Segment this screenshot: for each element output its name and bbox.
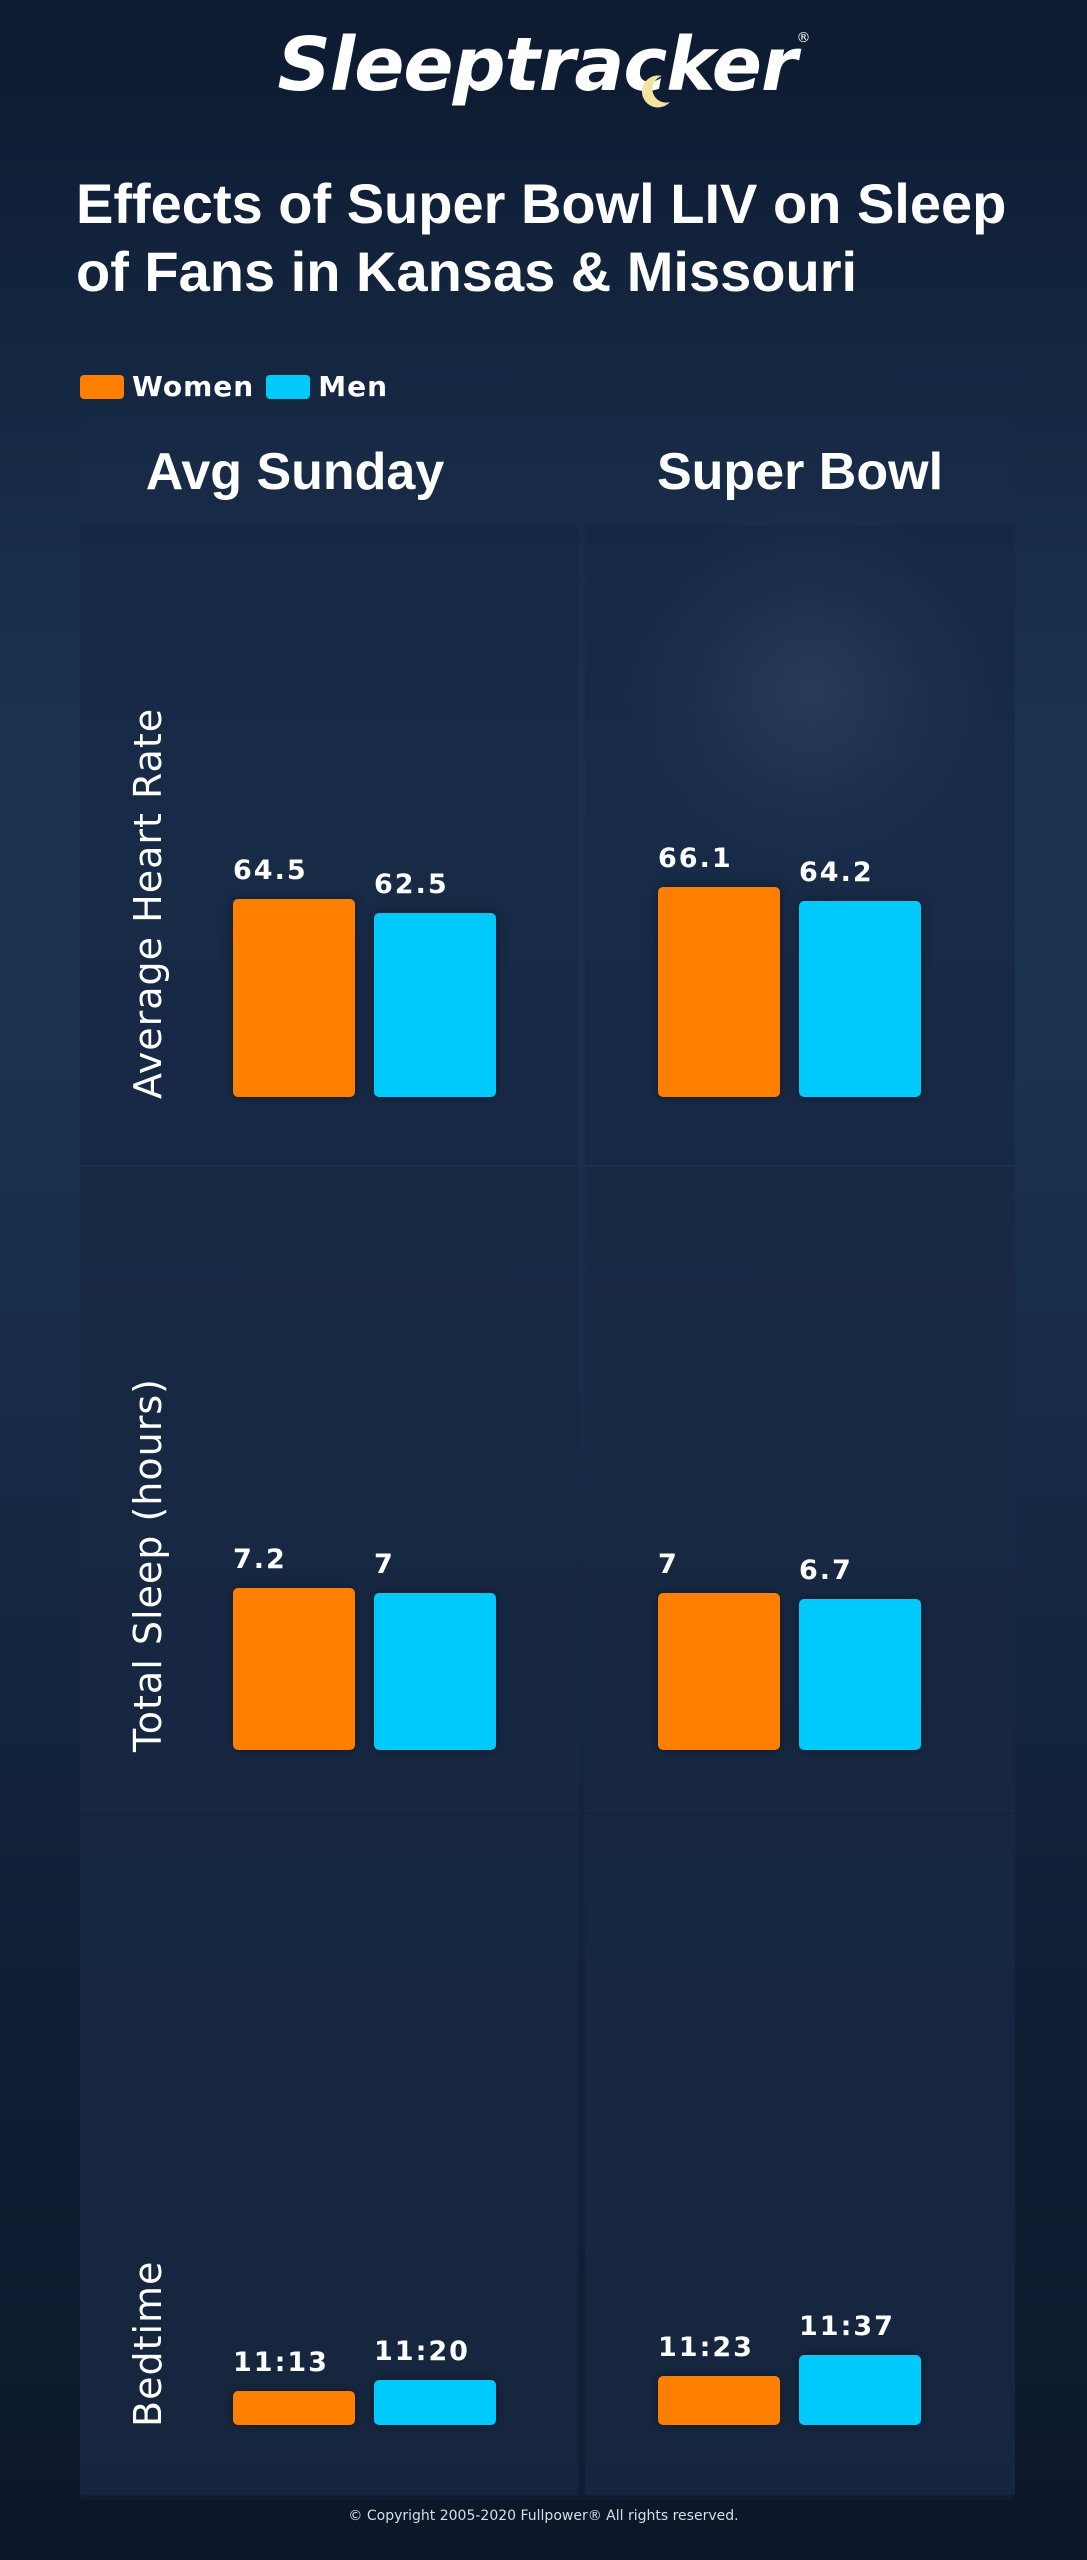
legend-swatch-men	[266, 374, 311, 399]
bar-men	[799, 901, 921, 1097]
bar-women	[233, 899, 355, 1097]
chart-panel: 64.5 62.5 66.1 64.2 Average Heart Rate 7.2 7 7 6…	[80, 418, 1015, 2500]
row-label: Average Heart Rate	[126, 707, 170, 1099]
bar-men	[374, 2380, 496, 2425]
data-label: 7.2	[233, 1544, 287, 1575]
data-label: 7	[374, 1548, 395, 1580]
data-label: 7	[658, 1548, 679, 1580]
copyright-text: © Copyright 2005-2020 Fullpower® All rig…	[348, 2508, 739, 2524]
bar-men	[374, 1592, 496, 1750]
legend-label-men: Men	[318, 370, 389, 403]
registered-mark: ®	[796, 30, 810, 46]
chart-title: Effects of Super Bowl LIV on Sleep of Fa…	[76, 172, 1007, 303]
column-header-super-bowl: Super Bowl	[656, 443, 944, 501]
data-label: 11:37	[799, 2310, 895, 2342]
legend-item-women: Women	[80, 370, 254, 403]
bar-women	[233, 2390, 355, 2425]
bar-men	[799, 1599, 921, 1750]
legend-swatch-women	[80, 374, 124, 399]
bar-women	[233, 1588, 355, 1750]
bar-men	[374, 913, 496, 1097]
data-label: 62.5	[374, 869, 449, 901]
data-label: 64.5	[233, 855, 308, 886]
data-label: 66.1	[658, 843, 733, 875]
moon-glow	[620, 500, 1000, 880]
bar-women	[658, 1592, 780, 1750]
row-label: Bedtime	[126, 2260, 170, 2427]
sleeptracker-logo: Sleeptracker®	[0, 22, 1087, 108]
legend-item-men: Men	[266, 370, 388, 403]
data-label: 64.2	[799, 857, 874, 889]
bar-women	[658, 2375, 780, 2425]
data-label: 6.7	[799, 1555, 853, 1587]
legend: Women Men	[80, 370, 400, 403]
logo-text: Sleeptracker	[277, 22, 798, 108]
column-header-avg-sunday: Avg Sunday	[145, 443, 445, 501]
data-label: 11:20	[374, 2336, 470, 2367]
bar-men	[799, 2354, 921, 2425]
row-label: Total Sleep (hours)	[126, 1378, 170, 1752]
bar-women	[658, 887, 780, 1097]
legend-label-women: Women	[132, 370, 255, 403]
data-label: 11:23	[658, 2331, 754, 2363]
crescent-moon-icon	[641, 75, 670, 108]
data-label: 11:13	[233, 2346, 329, 2378]
